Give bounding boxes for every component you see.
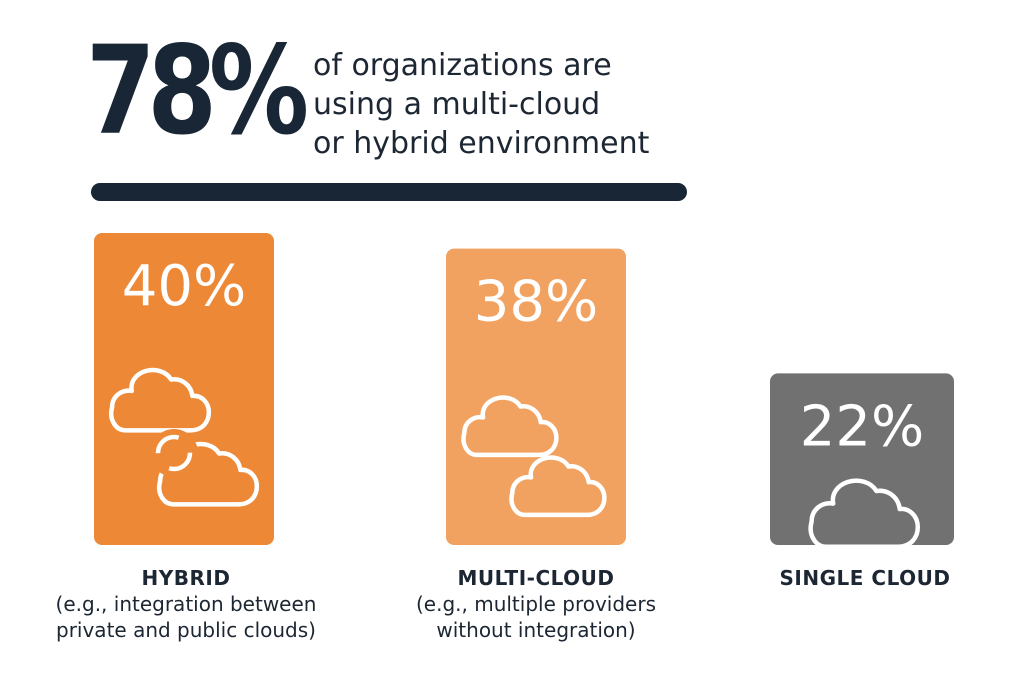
headline-divider — [91, 183, 687, 201]
bar-value-label-1: 38% — [474, 270, 598, 335]
cloud-outline-lower — [509, 455, 607, 518]
category-desc-multi-cloud-1: (e.g., multiple providers — [415, 592, 656, 616]
bar-single-cloud — [770, 373, 954, 545]
headline-description: of organizations are using a multi-cloud… — [313, 46, 693, 163]
category-name-single-cloud: SINGLE CLOUD — [779, 566, 951, 590]
category-desc-hybrid-1: (e.g., integration between — [55, 592, 317, 616]
bar-value-label-0: 40% — [122, 254, 246, 319]
headline-line-2: using a multi-cloud — [313, 87, 601, 122]
bar-group-0: 40% — [94, 233, 274, 545]
hybrid-clouds-sync-icon — [109, 367, 260, 507]
bar-group-1: 38% — [446, 248, 626, 545]
category-name-multi-cloud: MULTI-CLOUD — [457, 566, 615, 590]
cloud-outline — [808, 478, 921, 550]
bar-value-label-2: 22% — [800, 394, 924, 459]
headline-line-3: or hybrid environment — [313, 126, 650, 161]
headline-percentage: 78% — [86, 20, 309, 162]
headline-line-1: of organizations are — [313, 48, 612, 83]
bar-group-2: 22% — [770, 373, 954, 550]
category-desc-hybrid-2: private and public clouds) — [56, 618, 316, 642]
category-name-hybrid: HYBRID — [141, 566, 231, 590]
category-label-multi-cloud: MULTI-CLOUD (e.g., multiple providers wi… — [384, 565, 688, 643]
two-clouds-icon — [461, 395, 607, 518]
sync-arrows — [155, 434, 193, 472]
cloud-outline-upper — [109, 367, 212, 433]
cloud-outline-lower — [157, 441, 260, 507]
bar-hybrid — [94, 233, 274, 545]
category-label-single-cloud: SINGLE CLOUD — [730, 565, 1000, 591]
single-cloud-icon — [808, 478, 921, 550]
cloud-outline-upper — [461, 395, 559, 458]
category-desc-multi-cloud-2: without integration) — [436, 618, 636, 642]
category-label-hybrid: HYBRID (e.g., integration between privat… — [34, 565, 338, 643]
